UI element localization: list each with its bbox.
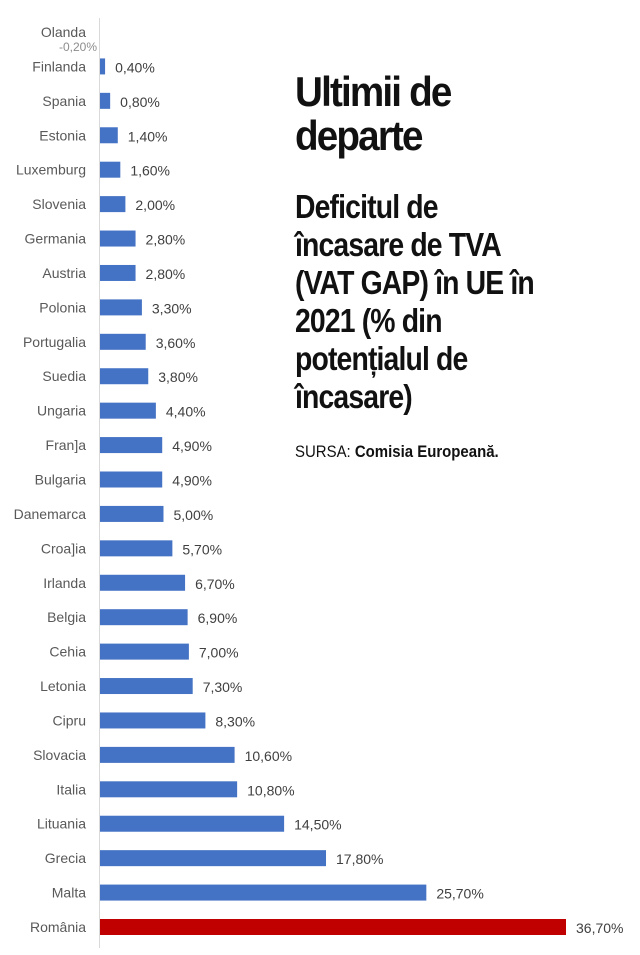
bar-bulgaria (100, 471, 163, 488)
category-label-danemarca: Danemarca (14, 506, 87, 522)
bar-italia (100, 781, 238, 798)
value-label-bulgaria: 4,90% (172, 473, 212, 489)
value-label-portugalia: 3,60% (156, 335, 196, 351)
bar-spania (100, 92, 111, 109)
bar-malta (100, 884, 427, 901)
bar-germania (100, 230, 136, 247)
bar-finlanda (100, 58, 106, 75)
subtitle-line: încasare) (295, 378, 413, 415)
bar-portugalia (100, 333, 146, 350)
value-label-germania: 2,80% (146, 232, 186, 248)
value-label-spania: 0,80% (120, 94, 160, 110)
source-name: Comisia Europeană. (354, 442, 499, 461)
value-label-estonia: 1,40% (128, 128, 168, 144)
source-note: SURSA: Comisia Europeană. (295, 442, 499, 462)
bar-danemarca (100, 505, 164, 522)
subtitle-line: Deficitul de (295, 188, 438, 225)
value-label-roma-nia: 36,70% (576, 920, 623, 936)
category-label-malta: Malta (52, 885, 86, 901)
bar-luxemburg (100, 161, 121, 178)
value-label-danemarca: 5,00% (173, 507, 213, 523)
bar-belgia (100, 609, 188, 626)
value-label-belgia: 6,90% (198, 610, 238, 626)
category-label-fran-a: Fran]a (46, 437, 87, 453)
category-label-croa-ia: Croa]ia (41, 540, 86, 556)
category-label-ungaria: Ungaria (37, 403, 86, 419)
bar-slovenia (100, 196, 126, 213)
value-label-letonia: 7,30% (203, 679, 243, 695)
bar-cehia (100, 643, 189, 660)
value-label-cipru: 8,30% (215, 713, 255, 729)
value-label-grecia: 17,80% (336, 851, 383, 867)
bar-ungaria (100, 402, 156, 419)
category-label-roma-nia: România (30, 919, 86, 935)
value-label-olanda: -0,20% (59, 40, 97, 54)
category-label-slovenia: Slovenia (32, 196, 86, 212)
category-label-cehia: Cehia (49, 644, 86, 660)
source-prefix: SURSA: (295, 442, 351, 461)
value-label-italia: 10,80% (247, 782, 294, 798)
category-label-letonia: Letonia (40, 678, 86, 694)
category-label-luxemburg: Luxemburg (16, 162, 86, 178)
category-label-cipru: Cipru (53, 712, 86, 728)
subtitle-line: 2021 (% din (295, 302, 443, 339)
value-label-malta: 25,70% (436, 886, 483, 902)
value-label-lituania: 14,50% (294, 817, 341, 833)
category-label-olanda: Olanda (41, 24, 86, 40)
headline: Ultimii de departe (295, 68, 452, 159)
bar-roma-nia (100, 919, 566, 935)
subtitle-line: (VAT GAP) în UE în (295, 264, 535, 301)
category-label-portugalia: Portugalia (23, 334, 86, 350)
value-label-irlanda: 6,70% (195, 576, 235, 592)
value-label-polonia: 3,30% (152, 300, 192, 316)
bar-cipru (100, 712, 206, 729)
subtitle-line: potențialul de (295, 340, 468, 377)
category-label-slovacia: Slovacia (33, 747, 86, 763)
category-label-suedia: Suedia (42, 368, 86, 384)
value-label-croa-ia: 5,70% (182, 541, 222, 557)
category-label-polonia: Polonia (39, 299, 86, 315)
category-label-finlanda: Finlanda (32, 58, 86, 74)
bar-suedia (100, 368, 149, 385)
bar-polonia (100, 299, 142, 316)
headline-line-1: Ultimii de (295, 68, 452, 115)
bar-slovacia (100, 746, 235, 763)
bar-lituania (100, 815, 285, 832)
chart-subtitle: Deficitul de încasare de TVA (VAT GAP) î… (295, 188, 570, 416)
bar-letonia (100, 678, 193, 695)
value-label-luxemburg: 1,60% (130, 163, 170, 179)
category-label-lituania: Lituania (37, 816, 86, 832)
value-label-suedia: 3,80% (158, 369, 198, 385)
bar-estonia (100, 127, 118, 144)
bar-fran-a (100, 437, 163, 454)
category-label-belgia: Belgia (47, 609, 86, 625)
category-label-grecia: Grecia (45, 850, 86, 866)
category-label-irlanda: Irlanda (43, 575, 86, 591)
category-label-estonia: Estonia (39, 127, 86, 143)
headline-line-2: departe (295, 112, 424, 159)
category-label-spania: Spania (42, 93, 86, 109)
category-label-austria: Austria (42, 265, 86, 281)
value-label-fran-a: 4,90% (172, 438, 212, 454)
value-label-slovacia: 10,60% (245, 748, 292, 764)
value-label-cehia: 7,00% (199, 645, 239, 661)
value-label-slovenia: 2,00% (135, 197, 175, 213)
bar-grecia (100, 850, 327, 867)
category-label-bulgaria: Bulgaria (35, 472, 87, 488)
bar-austria (100, 264, 136, 281)
bar-croa-ia (100, 540, 173, 557)
bar-irlanda (100, 574, 186, 591)
subtitle-line: încasare de TVA (295, 226, 502, 263)
value-label-ungaria: 4,40% (166, 404, 206, 420)
category-label-italia: Italia (56, 781, 86, 797)
category-label-germania: Germania (25, 231, 87, 247)
value-label-austria: 2,80% (146, 266, 186, 282)
value-label-finlanda: 0,40% (115, 59, 155, 75)
